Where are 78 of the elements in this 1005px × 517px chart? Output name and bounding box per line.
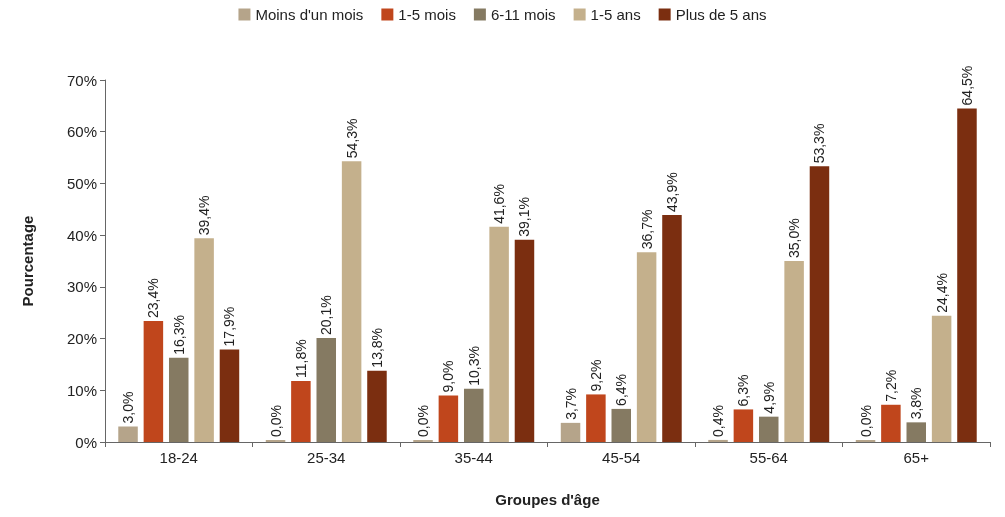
bar xyxy=(906,422,926,442)
data-label: 13,8% xyxy=(368,327,385,368)
bar xyxy=(291,380,311,442)
data-label: 24,4% xyxy=(933,273,950,313)
bar xyxy=(636,252,657,442)
bar xyxy=(367,370,387,442)
bar xyxy=(219,349,240,442)
y-tick-label: 50% xyxy=(66,174,97,192)
data-label: 35,0% xyxy=(786,218,803,258)
legend-label: 1-5 mois xyxy=(398,6,456,23)
legend-label: Moins d'un mois xyxy=(255,6,364,23)
bar xyxy=(143,320,164,442)
x-tick-label: 25-34 xyxy=(307,449,346,466)
data-label: 53,3% xyxy=(811,123,828,164)
x-axis-title: Groupes d'âge xyxy=(495,491,600,508)
x-tick-label: 55-64 xyxy=(749,449,788,466)
x-tick-label: 18-24 xyxy=(159,449,198,466)
bar xyxy=(881,404,901,442)
bar xyxy=(784,261,804,442)
data-label: 6,3% xyxy=(735,374,752,407)
data-label: 3,7% xyxy=(562,387,579,420)
data-label: 36,7% xyxy=(638,209,655,250)
bar xyxy=(438,395,459,442)
y-axis-title: Pourcentage xyxy=(19,215,36,307)
data-label: 0,0% xyxy=(857,405,874,437)
data-label: 39,4% xyxy=(196,195,213,236)
data-label: 16,3% xyxy=(170,315,187,355)
y-tick-label: 20% xyxy=(66,330,97,348)
data-label: 43,9% xyxy=(663,172,680,212)
bar xyxy=(341,161,362,442)
y-tick-label: 40% xyxy=(66,226,97,244)
y-tick-label: 70% xyxy=(66,71,97,89)
legend-label: Plus de 5 ans xyxy=(675,6,767,23)
data-label: 9,0% xyxy=(440,360,457,393)
x-tick-label: 35-44 xyxy=(454,449,493,466)
data-label: 64,5% xyxy=(958,65,975,106)
bar xyxy=(464,388,484,442)
data-label: 3,0% xyxy=(120,391,137,424)
data-label: 11,8% xyxy=(292,339,309,378)
bar xyxy=(118,426,138,442)
bar xyxy=(560,422,581,442)
bar xyxy=(489,226,509,442)
y-tick-label: 60% xyxy=(66,123,97,141)
y-tick-label: 30% xyxy=(66,278,97,296)
data-label: 20,1% xyxy=(318,295,335,336)
data-label: 6,4% xyxy=(613,373,630,406)
y-tick-label: 10% xyxy=(66,381,97,399)
bar xyxy=(708,439,728,442)
data-label: 23,4% xyxy=(145,278,162,318)
bar xyxy=(809,166,830,442)
data-label: 0,0% xyxy=(415,405,432,437)
data-label: 17,9% xyxy=(221,306,238,347)
data-label: 0,4% xyxy=(710,405,727,437)
data-label: 4,9% xyxy=(760,381,777,414)
bar xyxy=(611,408,631,442)
legend-label: 6-11 mois xyxy=(490,6,556,23)
data-label: 3,8% xyxy=(908,387,925,420)
legend-label: 1-5 ans xyxy=(590,6,641,23)
bar xyxy=(316,338,336,442)
data-label: 7,2% xyxy=(882,369,899,402)
bar xyxy=(586,394,606,442)
bar xyxy=(194,238,214,442)
bar xyxy=(759,416,779,442)
data-label: 54,3% xyxy=(343,118,360,159)
data-label: 39,1% xyxy=(516,197,533,237)
data-label: 9,2% xyxy=(587,359,604,392)
bar xyxy=(662,214,682,442)
x-tick-label: 65+ xyxy=(903,449,930,466)
bar xyxy=(957,108,977,442)
x-tick-label: 45-54 xyxy=(602,449,641,466)
data-label: 10,3% xyxy=(465,346,482,386)
data-label: 0,0% xyxy=(267,405,284,437)
bar xyxy=(169,357,189,442)
bar xyxy=(514,239,535,442)
bar xyxy=(733,409,754,442)
y-tick-label: 0% xyxy=(75,433,97,451)
bar xyxy=(931,315,952,442)
data-label: 41,6% xyxy=(491,184,508,224)
